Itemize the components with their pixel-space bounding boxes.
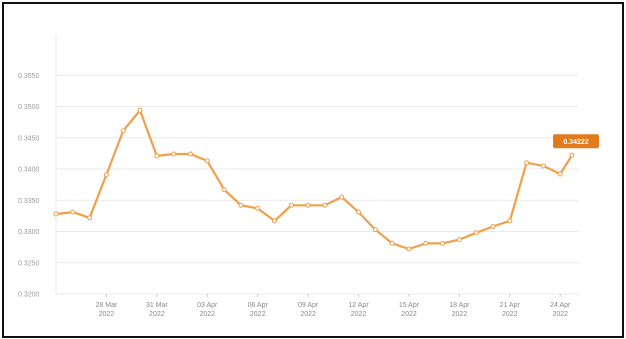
line-chart: 0.3200 0.3250 0.3300 0.3350 0.3400 0.3450 0.35… xyxy=(18,34,599,318)
x-tick-year: 2022 xyxy=(250,311,266,318)
data-point[interactable] xyxy=(187,151,194,157)
data-point[interactable] xyxy=(569,152,575,158)
data-point[interactable] xyxy=(171,151,177,157)
y-tick-label: 0.3200 xyxy=(18,292,40,299)
x-tick-label: 06 Apr xyxy=(248,302,269,309)
data-point[interactable] xyxy=(406,246,412,252)
x-tick-year: 2022 xyxy=(452,311,468,318)
data-point[interactable] xyxy=(120,128,126,134)
data-point[interactable] xyxy=(221,187,227,193)
data-point[interactable] xyxy=(524,160,530,166)
x-tick-year: 2022 xyxy=(401,311,417,318)
data-point[interactable] xyxy=(305,202,311,208)
last-value-tag: 0.34222 xyxy=(553,134,599,149)
y-axis-ticks: 0.3200 0.3250 0.3300 0.3350 0.3400 0.3450 0.35… xyxy=(18,73,40,299)
data-point[interactable] xyxy=(53,211,59,217)
x-tick-year: 2022 xyxy=(199,311,215,318)
y-tick-label: 0.3300 xyxy=(18,229,40,236)
data-point[interactable] xyxy=(154,153,160,159)
x-tick-label: 15 Apr xyxy=(399,302,420,309)
data-point[interactable] xyxy=(137,107,143,113)
series-layer xyxy=(53,107,575,252)
data-point[interactable] xyxy=(389,240,395,246)
data-point[interactable] xyxy=(507,218,513,224)
data-point[interactable] xyxy=(103,172,109,178)
data-point[interactable] xyxy=(339,194,345,200)
data-point[interactable] xyxy=(204,158,210,164)
x-tick-year: 2022 xyxy=(149,311,165,318)
data-point[interactable] xyxy=(473,230,479,236)
x-tick-label: 12 Apr xyxy=(348,302,369,309)
data-point[interactable] xyxy=(288,202,294,208)
x-tick-year: 2022 xyxy=(351,311,367,318)
data-point[interactable] xyxy=(557,171,563,177)
x-tick-label: 24 Apr xyxy=(550,302,571,309)
x-tick-label: 21 Apr xyxy=(500,302,521,309)
data-point[interactable] xyxy=(355,209,362,215)
y-tick-label: 0.3550 xyxy=(18,73,40,80)
x-tick-label: 31 Mar xyxy=(146,302,168,309)
x-tick-label: 03 Apr xyxy=(197,302,218,309)
x-tick-label: 18 Apr xyxy=(449,302,470,309)
data-point[interactable] xyxy=(372,227,378,233)
y-tick-label: 0.3400 xyxy=(18,167,40,174)
y-tick-label: 0.3450 xyxy=(18,135,40,142)
x-tick-year: 2022 xyxy=(99,311,115,318)
x-tick-label: 09 Apr xyxy=(298,302,319,309)
data-point[interactable] xyxy=(540,163,546,169)
series-line xyxy=(54,109,574,251)
data-point[interactable] xyxy=(87,215,93,221)
x-tick-year: 2022 xyxy=(502,311,518,318)
x-tick-year: 2022 xyxy=(552,311,568,318)
y-tick-label: 0.3350 xyxy=(18,198,40,205)
gridlines xyxy=(55,34,578,295)
data-point[interactable] xyxy=(255,205,261,211)
x-axis-ticks: 28 Mar 2022 31 Mar 2022 03 Apr 2022 06 Apr 2022… xyxy=(96,294,571,318)
data-point[interactable] xyxy=(322,202,328,208)
data-point[interactable] xyxy=(70,209,76,215)
last-value-label: 0.34222 xyxy=(563,139,588,146)
last-value-badge xyxy=(553,134,599,149)
x-tick-label: 28 Mar xyxy=(96,302,118,309)
x-tick-year: 2022 xyxy=(300,311,316,318)
data-point[interactable] xyxy=(271,218,278,224)
data-point[interactable] xyxy=(456,237,462,243)
data-point[interactable] xyxy=(440,240,446,246)
data-point[interactable] xyxy=(490,223,496,230)
data-point[interactable] xyxy=(238,202,244,208)
y-tick-label: 0.3500 xyxy=(18,104,40,111)
data-point[interactable] xyxy=(423,240,429,246)
y-tick-label: 0.3250 xyxy=(18,260,40,267)
